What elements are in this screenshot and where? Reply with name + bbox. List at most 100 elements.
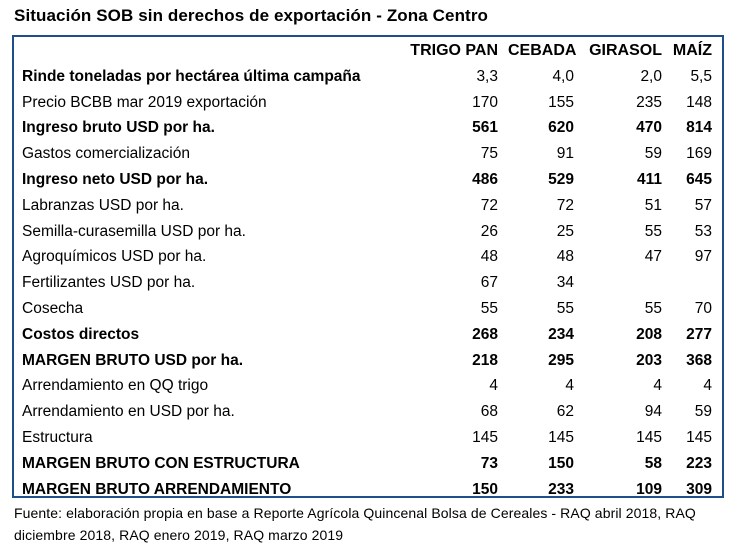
row-label: Labranzas USD por ha. <box>22 196 184 214</box>
cell-maiz: 97 <box>694 248 712 266</box>
row-label: Estructura <box>22 429 93 447</box>
cell-trigo-pan: 48 <box>480 248 498 266</box>
cell-cebada: 4 <box>565 377 574 395</box>
row-label: Arrendamiento en USD por ha. <box>22 403 235 421</box>
cell-girasol: 55 <box>644 300 662 318</box>
table-row: Gastos comercialización 75 91 59 169 <box>14 141 722 167</box>
cell-maiz: 4 <box>703 377 712 395</box>
cell-girasol: 47 <box>644 248 662 266</box>
cell-cebada: 25 <box>556 222 574 240</box>
table-row: Precio BCBB mar 2019 exportación 170 155 23… <box>14 90 722 116</box>
cell-cebada: 295 <box>548 351 574 369</box>
table-row: MARGEN BRUTO CON ESTRUCTURA 73 150 58 223 <box>14 451 722 477</box>
cell-maiz: 309 <box>686 480 712 498</box>
cell-maiz: 368 <box>686 351 712 369</box>
cell-girasol: 58 <box>644 454 662 472</box>
cell-girasol: 145 <box>636 429 662 447</box>
cell-trigo-pan: 4 <box>489 377 498 395</box>
cell-cebada: 72 <box>556 196 574 214</box>
table-row: Costos directos 268 234 208 277 <box>14 322 722 348</box>
table-row: Arrendamiento en QQ trigo 4 4 4 4 <box>14 374 722 400</box>
cell-cebada: 91 <box>556 145 574 163</box>
cell-trigo-pan: 26 <box>480 222 498 240</box>
row-label: Rinde toneladas por hectárea última camp… <box>22 67 361 85</box>
table-row: MARGEN BRUTO ARRENDAMIENTO 150 233 109 309 <box>14 477 722 503</box>
cell-girasol: 4 <box>653 377 662 395</box>
cell-cebada: 529 <box>548 171 574 189</box>
cell-girasol: 470 <box>636 119 662 137</box>
row-label: MARGEN BRUTO ARRENDAMIENTO <box>22 480 292 498</box>
cell-trigo-pan: 75 <box>480 145 498 163</box>
cell-cebada: 150 <box>548 454 574 472</box>
table-header-row: TRIGO PAN CEBADA GIRASOL MAÍZ <box>14 37 722 64</box>
cell-cebada: 4,0 <box>552 67 574 85</box>
table-row: Ingreso neto USD por ha. 486 529 411 645 <box>14 167 722 193</box>
cell-girasol: 109 <box>636 480 662 498</box>
row-label: MARGEN BRUTO CON ESTRUCTURA <box>22 454 300 472</box>
data-table-frame: TRIGO PAN CEBADA GIRASOL MAÍZ Rinde tone… <box>12 35 724 498</box>
row-label: Arrendamiento en QQ trigo <box>22 377 209 395</box>
cell-maiz: 223 <box>686 454 712 472</box>
margins-table: TRIGO PAN CEBADA GIRASOL MAÍZ Rinde tone… <box>14 37 722 503</box>
cell-girasol <box>580 270 666 296</box>
cell-girasol: 208 <box>636 325 662 343</box>
cell-girasol: 203 <box>636 351 662 369</box>
table-row: Semilla-curasemilla USD por ha. 26 25 55 53 <box>14 219 722 245</box>
row-label: Gastos comercialización <box>22 145 190 163</box>
cell-trigo-pan: 268 <box>472 325 498 343</box>
cell-trigo-pan: 67 <box>480 274 498 292</box>
column-header-cebada: CEBADA <box>508 41 577 59</box>
cell-trigo-pan: 218 <box>472 351 498 369</box>
cell-maiz: 145 <box>686 429 712 447</box>
cell-girasol: 411 <box>636 171 662 189</box>
row-label: Semilla-curasemilla USD por ha. <box>22 222 246 240</box>
table-row: Fertilizantes USD por ha. 67 34 <box>14 270 722 296</box>
cell-maiz: 59 <box>694 403 712 421</box>
row-label: Cosecha <box>22 300 84 318</box>
cell-trigo-pan: 73 <box>480 454 498 472</box>
source-footnote: Fuente: elaboración propia en base a Rep… <box>14 505 696 543</box>
cell-cebada: 34 <box>556 274 574 292</box>
table-row: Labranzas USD por ha. 72 72 51 57 <box>14 193 722 219</box>
cell-girasol: 55 <box>644 222 662 240</box>
cell-trigo-pan: 72 <box>480 196 498 214</box>
cell-girasol: 235 <box>636 93 662 111</box>
cell-cebada: 62 <box>556 403 574 421</box>
cell-maiz: 277 <box>686 325 712 343</box>
cell-trigo-pan: 145 <box>472 429 498 447</box>
row-label: Ingreso bruto USD por ha. <box>22 119 215 137</box>
cell-maiz: 645 <box>686 171 712 189</box>
cell-maiz: 57 <box>694 196 712 214</box>
cell-cebada: 155 <box>548 93 574 111</box>
row-label: Precio BCBB mar 2019 exportación <box>22 93 267 111</box>
row-label: MARGEN BRUTO USD por ha. <box>22 351 244 369</box>
table-row: Arrendamiento en USD por ha. 68 62 94 59 <box>14 399 722 425</box>
cell-cebada: 233 <box>548 480 574 498</box>
column-header-maiz: MAÍZ <box>672 41 712 59</box>
cell-trigo-pan: 3,3 <box>476 67 498 85</box>
column-header-girasol: GIRASOL <box>589 41 662 59</box>
row-label: Costos directos <box>22 325 140 343</box>
cell-trigo-pan: 170 <box>472 93 498 111</box>
cell-cebada: 55 <box>556 300 574 318</box>
cell-maiz <box>666 270 722 296</box>
column-header-trigo-pan: TRIGO PAN <box>410 41 498 59</box>
cell-girasol: 59 <box>644 145 662 163</box>
cell-cebada: 145 <box>548 429 574 447</box>
table-body: Rinde toneladas por hectárea última camp… <box>14 64 722 503</box>
cell-maiz: 53 <box>694 222 712 240</box>
table-row: Ingreso bruto USD por ha. 561 620 470 814 <box>14 116 722 142</box>
header-label-cell <box>14 37 394 64</box>
cell-trigo-pan: 561 <box>472 119 498 137</box>
cell-maiz: 814 <box>686 119 712 137</box>
cell-maiz: 148 <box>686 93 712 111</box>
table-row: Cosecha 55 55 55 70 <box>14 296 722 322</box>
cell-girasol: 2,0 <box>640 67 662 85</box>
table-row: Agroquímicos USD por ha. 48 48 47 97 <box>14 245 722 271</box>
table-row: MARGEN BRUTO USD por ha. 218 295 203 368 <box>14 348 722 374</box>
cell-maiz: 70 <box>694 300 712 318</box>
row-label: Ingreso neto USD por ha. <box>22 171 209 189</box>
cell-trigo-pan: 55 <box>480 300 498 318</box>
cell-trigo-pan: 486 <box>472 171 498 189</box>
table-row: Rinde toneladas por hectárea última camp… <box>14 64 722 90</box>
